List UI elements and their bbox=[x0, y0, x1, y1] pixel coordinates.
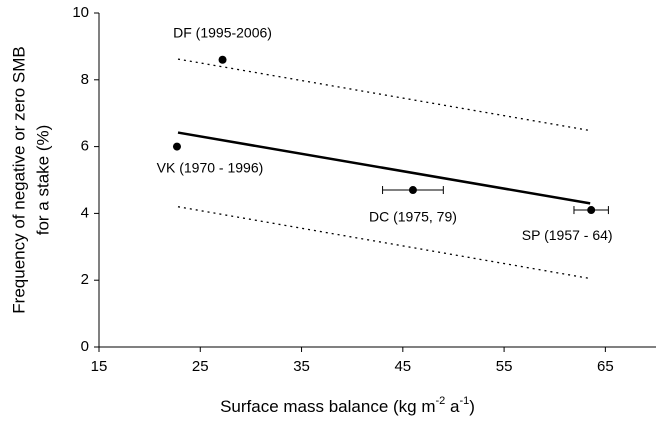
point-label: SP (1957 - 64) bbox=[522, 227, 613, 243]
x-tick-label: 35 bbox=[293, 358, 310, 375]
y-axis-label: Frequency of negative or zero SMB bbox=[9, 46, 28, 313]
y-axis-label: for a stake (%) bbox=[33, 125, 52, 236]
x-tick-label: 45 bbox=[394, 358, 411, 375]
y-tick-label: 8 bbox=[81, 71, 89, 88]
confidence-line bbox=[177, 206, 591, 280]
label-part: a bbox=[445, 397, 460, 416]
y-tick-label: 6 bbox=[81, 138, 89, 155]
point-label: DC (1975, 79) bbox=[369, 209, 457, 225]
confidence-line bbox=[177, 58, 591, 132]
point bbox=[172, 142, 181, 151]
y-tick-label: 4 bbox=[81, 204, 89, 221]
x-tick-label: 55 bbox=[496, 358, 513, 375]
point bbox=[218, 55, 227, 64]
label-part: Surface mass balance (kg m bbox=[220, 397, 435, 416]
point-label: VK (1970 - 1996) bbox=[157, 159, 264, 175]
point bbox=[408, 186, 417, 195]
point bbox=[587, 206, 596, 215]
x-tick-label: 25 bbox=[192, 358, 209, 375]
point-label: DF (1995-2006) bbox=[173, 24, 272, 40]
y-tick-label: 2 bbox=[81, 271, 89, 288]
x-tick-label: 65 bbox=[597, 358, 614, 375]
regression-line bbox=[177, 131, 591, 205]
y-tick-label: 10 bbox=[72, 4, 89, 21]
x-tick-label: 15 bbox=[91, 358, 108, 375]
superscript: -2 bbox=[436, 395, 446, 407]
y-tick-label: 0 bbox=[81, 338, 89, 355]
x-axis-label: Surface mass balance (kg m-2 a-1) bbox=[220, 395, 475, 417]
label-part: ) bbox=[469, 397, 475, 416]
superscript: -1 bbox=[459, 395, 469, 407]
